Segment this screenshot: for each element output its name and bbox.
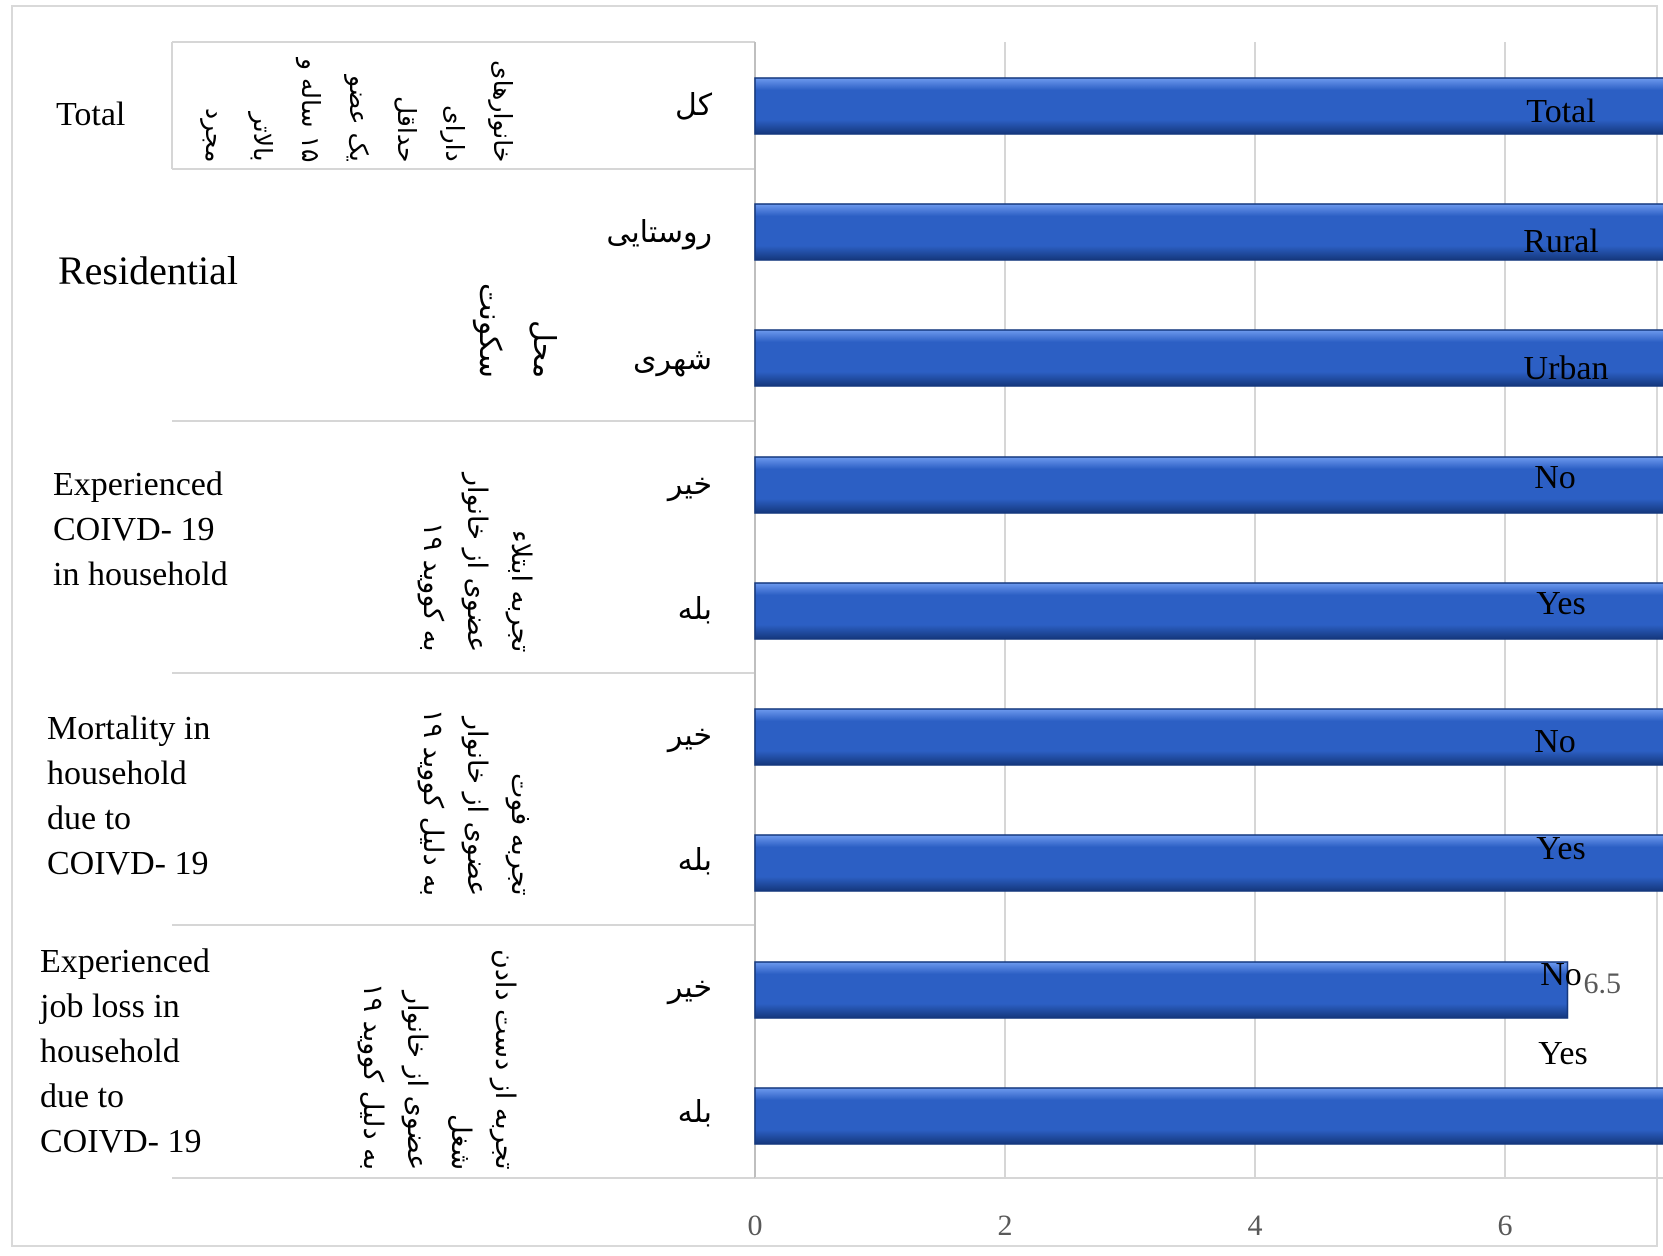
category-label-en: Yes: [1536, 830, 1586, 867]
bar: [754, 708, 1663, 766]
category-label-en: Urban: [1523, 350, 1609, 387]
x-tick-label: 4: [1248, 1209, 1263, 1242]
x-tick-label: 6: [1498, 1209, 1513, 1242]
category-label-en: Rural: [1523, 223, 1599, 260]
x-tick-label: 2: [998, 1209, 1013, 1242]
category-label-fa: خیر: [667, 718, 712, 753]
category-label-en: Yes: [1536, 585, 1586, 622]
group-label-mortality: Mortality in household due to COIVD- 19: [47, 710, 211, 882]
bar: [754, 961, 1569, 1019]
group-label-fa-residential: محل سکونت: [472, 282, 561, 378]
category-label-fa: بله: [677, 843, 712, 878]
category-label-en: No: [1534, 723, 1576, 760]
category-label-en: No: [1534, 459, 1576, 496]
group-label-total: Total: [56, 96, 126, 133]
group-label-fa-job-loss: تجربه از دست دادن شغل عضوی از خانوار به …: [357, 949, 520, 1170]
group-label-fa-covid-experience: تجربه ابتلاء عضوی از خانوار به کووید ۱۹: [417, 472, 536, 652]
bar: [754, 1087, 1663, 1145]
x-tick-label: 0: [748, 1209, 763, 1242]
bar: [754, 456, 1663, 514]
category-label-fa: کل: [674, 88, 712, 123]
category-label-en: Total: [1526, 93, 1596, 130]
category-label-fa: خیر: [667, 467, 712, 502]
group-label-job-loss: Experienced job loss in household due to…: [40, 943, 210, 1160]
category-label-fa: بله: [677, 1095, 712, 1130]
category-label-en: No: [1540, 956, 1582, 993]
category-label-fa: روستایی: [606, 215, 712, 250]
data-label: 6.5: [1584, 967, 1622, 1000]
group-label-residential: Residential: [58, 248, 238, 293]
category-label-en: Yes: [1538, 1035, 1588, 1072]
category-label-fa: بله: [677, 592, 712, 627]
group-label-covid-experience: Experienced COIVD- 19 in household: [53, 466, 228, 593]
bar: [754, 834, 1663, 892]
bar: [754, 77, 1663, 135]
group-label-fa-total: خانوارهای دارای حداقل یک عضو ۱۵ ساله و ب…: [200, 57, 517, 162]
bar: [754, 329, 1663, 387]
bar: [754, 203, 1663, 261]
group-label-fa-mortality: تجربه فوت عضوی از خانوار به دلیل کووید ۱…: [417, 708, 536, 896]
category-label-fa: خیر: [667, 970, 712, 1005]
category-label-fa: شهری: [633, 342, 712, 377]
bar: [754, 582, 1663, 640]
